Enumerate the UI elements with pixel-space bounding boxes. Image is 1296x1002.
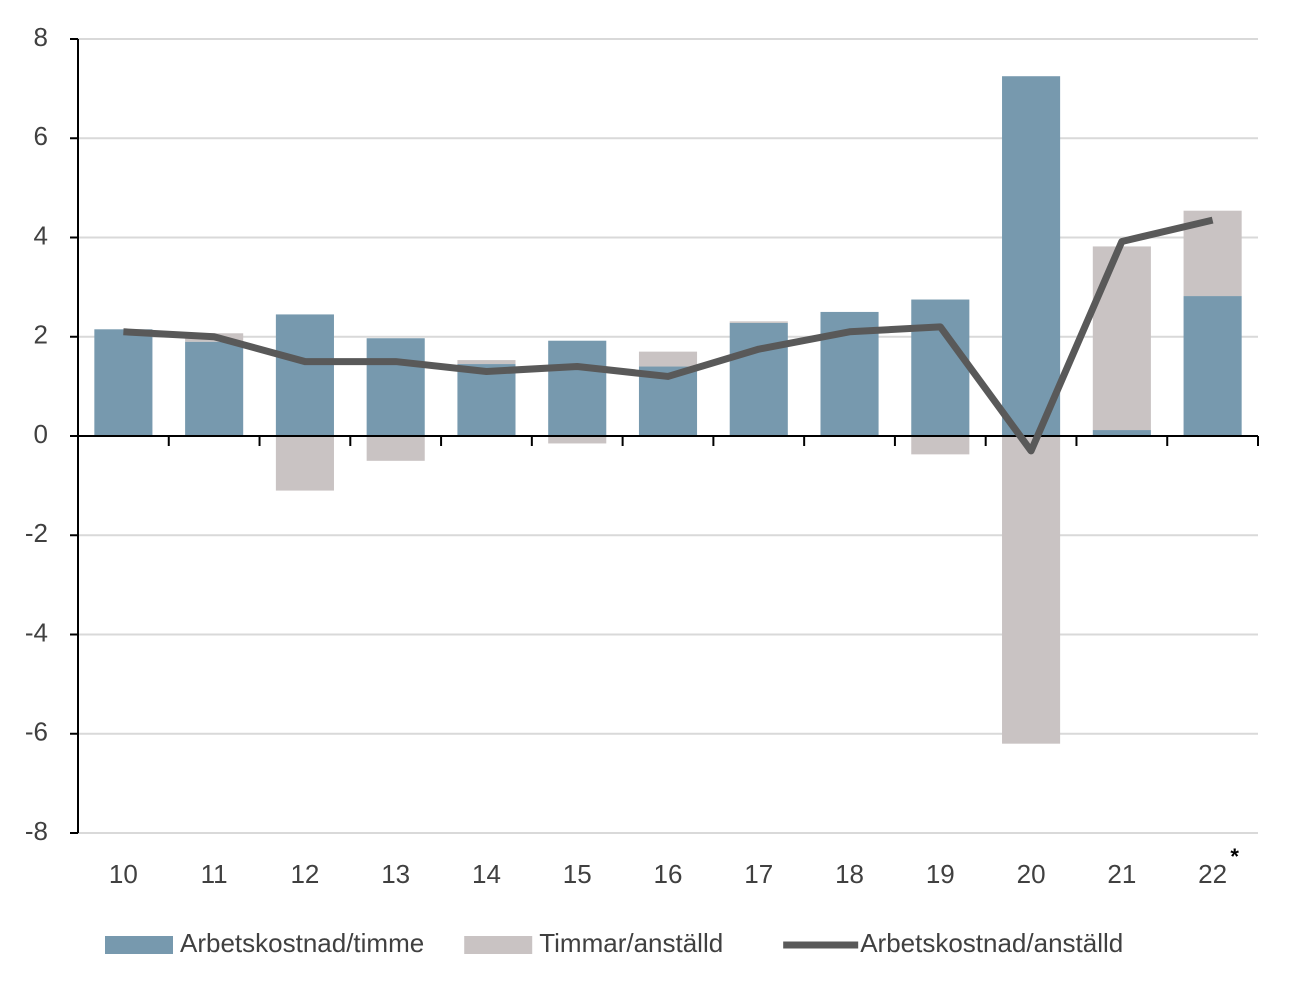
- y-tick-label: -2: [25, 518, 48, 548]
- bar: [366, 338, 425, 436]
- bar: [548, 340, 607, 436]
- x-tick-label: 12: [290, 859, 319, 889]
- bar: [729, 322, 788, 436]
- legend-label: Arbetskostnad/anställd: [860, 928, 1123, 958]
- bar: [94, 329, 153, 436]
- bar: [1002, 436, 1061, 744]
- annotation: *: [1230, 844, 1239, 869]
- x-tick-label: 15: [563, 859, 592, 889]
- x-tick-label: 11: [201, 859, 228, 889]
- bar: [1002, 76, 1061, 436]
- bar: [1183, 296, 1242, 436]
- x-tick-label: 10: [109, 859, 138, 889]
- bar: [457, 364, 516, 436]
- y-tick-label: 6: [34, 121, 48, 151]
- y-tick-label: 4: [34, 220, 48, 250]
- x-tick-label: 17: [744, 859, 773, 889]
- legend-swatch: [105, 936, 173, 954]
- y-tick-label: -8: [25, 816, 48, 846]
- y-tick-label: 8: [34, 22, 48, 52]
- bar: [185, 341, 244, 436]
- x-tick-label: 14: [472, 859, 501, 889]
- y-tick-label: -4: [25, 617, 48, 647]
- y-tick-label: 2: [34, 320, 48, 350]
- bar: [457, 360, 516, 365]
- line: [123, 216, 1214, 455]
- bar: [275, 436, 334, 491]
- legend-label: Timmar/anställd: [539, 928, 723, 958]
- x-tick-label: 19: [926, 859, 955, 889]
- bar: [729, 321, 788, 323]
- x-tick-label: 20: [1017, 859, 1046, 889]
- x-tick-label: 13: [381, 859, 410, 889]
- bar: [638, 351, 698, 367]
- bar: [1092, 246, 1151, 431]
- x-tick-label: 18: [835, 859, 864, 889]
- bar: [911, 299, 970, 436]
- bar: [275, 314, 334, 436]
- y-tick-label: 0: [34, 419, 48, 449]
- x-tick-label: 22: [1198, 859, 1227, 889]
- x-tick-label: 21: [1107, 859, 1136, 889]
- x-tick-label: 16: [654, 859, 683, 889]
- bar: [548, 436, 607, 444]
- bar: [1092, 430, 1151, 436]
- legend-swatch: [464, 936, 533, 954]
- bar: [911, 436, 970, 455]
- y-tick-label: -6: [25, 717, 48, 747]
- bar: [366, 436, 425, 461]
- legend-label: Arbetskostnad/timme: [180, 928, 424, 958]
